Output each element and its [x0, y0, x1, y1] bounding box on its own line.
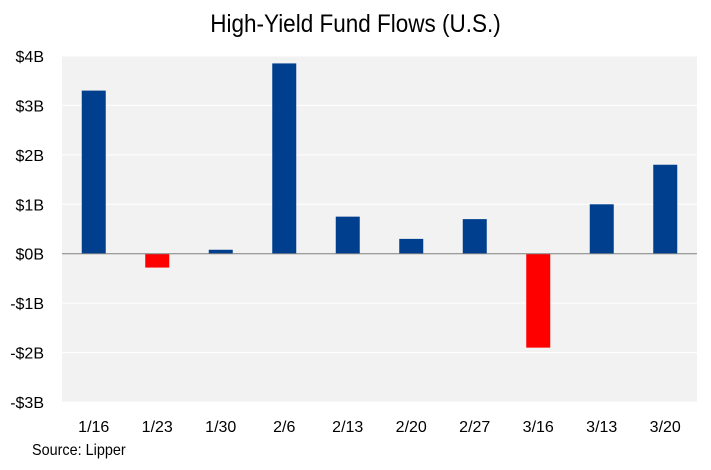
bar-1-30	[208, 249, 233, 254]
y-tick-label: $4B	[16, 49, 44, 66]
x-tick-label: 2/20	[396, 419, 427, 436]
y-tick-label: -$3B	[10, 395, 44, 412]
y-tick-label: -$1B	[10, 296, 44, 313]
x-tick-label: 2/6	[273, 419, 295, 436]
y-tick-label: $3B	[16, 98, 44, 115]
bar-3-20	[653, 164, 678, 254]
x-tick-label: 3/20	[650, 419, 681, 436]
x-tick-label: 2/27	[459, 419, 490, 436]
bar-2-6	[272, 63, 297, 254]
y-tick-label: $2B	[16, 148, 44, 165]
bar-2-20	[399, 238, 424, 254]
y-tick-label: $0B	[16, 247, 44, 264]
bar-2-27	[462, 219, 487, 254]
source-note: Source: Lipper	[32, 442, 126, 459]
x-tick-label: 3/13	[586, 419, 617, 436]
x-tick-label: 3/16	[523, 419, 554, 436]
bar-2-13	[335, 216, 360, 254]
bars	[81, 63, 678, 348]
bar-1-23	[145, 253, 170, 268]
bar-3-16	[526, 253, 551, 348]
x-tick-label: 2/13	[332, 419, 363, 436]
x-axis-ticks: 1/16 1/23 1/30 2/6 2/13 2/20 2/27 3/16 3/13 3/20	[78, 419, 681, 436]
chart-title: High-Yield Fund Flows (U.S.)	[210, 10, 501, 38]
x-tick-label: 1/30	[205, 419, 236, 436]
y-axis-ticks: $4B $3B $2B $1B $0B -$1B -$2B -$3B	[10, 49, 44, 412]
y-tick-label: -$2B	[10, 346, 44, 363]
x-tick-label: 1/16	[78, 419, 109, 436]
y-tick-label: $1B	[16, 197, 44, 214]
bar-1-16	[81, 90, 106, 254]
bar-3-13	[589, 204, 614, 254]
x-tick-label: 1/23	[142, 419, 173, 436]
